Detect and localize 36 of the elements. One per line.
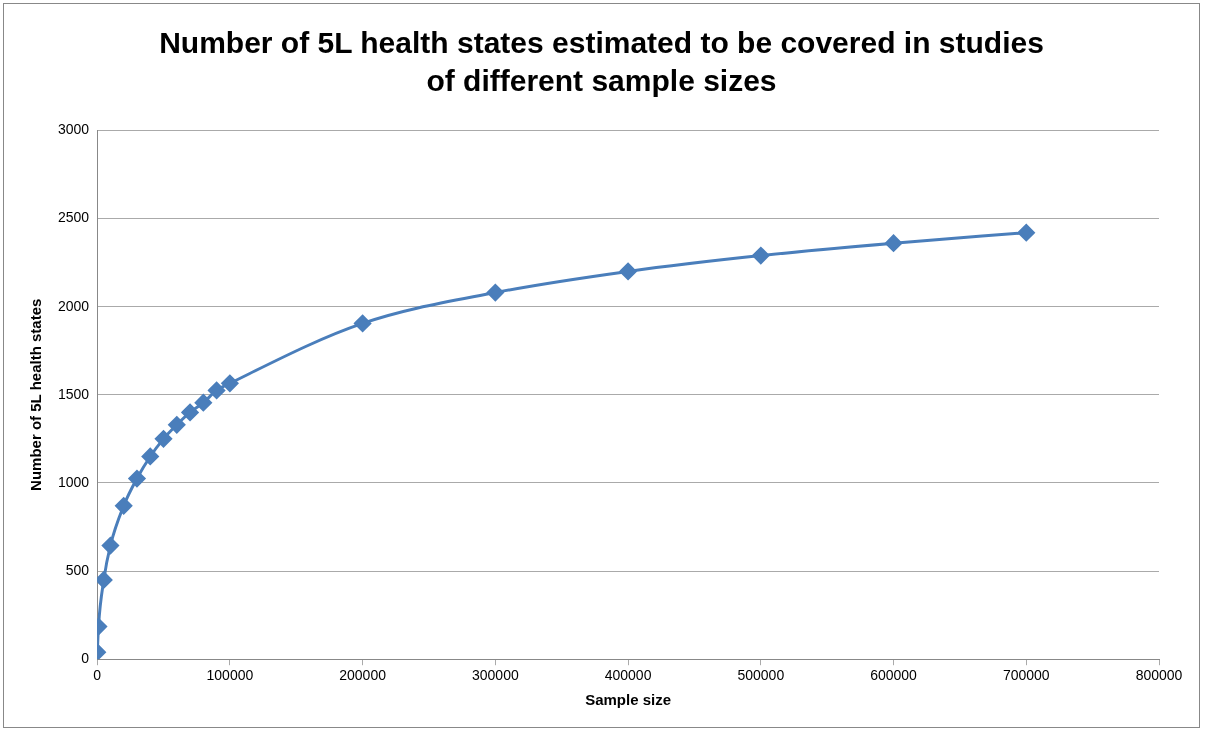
point xyxy=(97,571,113,589)
point xyxy=(221,374,239,392)
y-tick-label: 0 xyxy=(81,650,90,667)
y-tick-label: 500 xyxy=(65,561,90,578)
y-tick-label: 1000 xyxy=(57,473,90,490)
x-tick-label: 700000 xyxy=(1002,667,1050,684)
point xyxy=(115,497,133,515)
x-tick-label: 500000 xyxy=(737,667,785,684)
point xyxy=(101,537,119,555)
x-tick-label: 100000 xyxy=(206,667,254,684)
point xyxy=(181,403,199,421)
point xyxy=(1017,224,1035,242)
x-tick-label: 400000 xyxy=(604,667,652,684)
x-tick-label: 0 xyxy=(93,667,102,684)
chart-title: Number of 5L health states estimated to be covered in studies of different sample sizes xyxy=(158,25,1045,99)
point xyxy=(141,447,159,465)
point xyxy=(168,416,186,434)
point xyxy=(128,470,146,488)
point xyxy=(752,247,770,265)
y-tick-label: 2500 xyxy=(57,209,90,226)
x-tick-label: 800000 xyxy=(1135,667,1183,684)
point xyxy=(619,262,637,280)
y-axis-title: Number of 5L health states xyxy=(27,298,45,491)
point xyxy=(486,284,504,302)
point xyxy=(885,234,903,252)
y-tick-label: 1500 xyxy=(57,385,90,402)
point xyxy=(194,394,212,412)
x-tick-label: 200000 xyxy=(339,667,387,684)
point xyxy=(208,381,226,399)
point xyxy=(354,314,372,332)
x-tick-label: 600000 xyxy=(870,667,918,684)
point xyxy=(155,430,173,448)
y-tick-label: 2000 xyxy=(57,297,90,314)
x-tick-label: 300000 xyxy=(471,667,519,684)
y-tick-label: 3000 xyxy=(57,121,90,138)
x-axis-title: Sample size xyxy=(585,691,672,709)
